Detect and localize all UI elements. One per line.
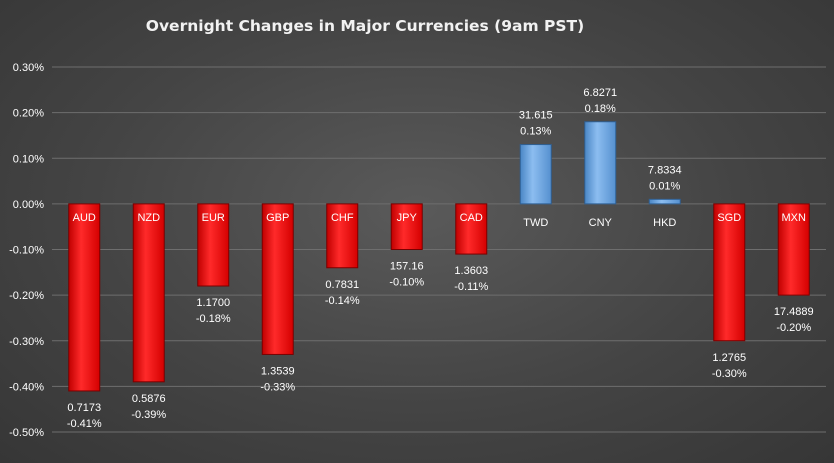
percent-label: -0.11% <box>454 281 488 293</box>
percent-label: -0.20% <box>776 322 811 334</box>
bar-aud <box>68 203 101 392</box>
percent-label: -0.41% <box>67 418 102 430</box>
y-tick-label: 0.00% <box>13 199 44 211</box>
bar-chf <box>326 203 359 269</box>
rate-label: 1.1700 <box>196 297 230 309</box>
y-tick-label: -0.40% <box>9 381 44 393</box>
percent-label: -0.30% <box>712 368 747 380</box>
rate-label: 6.8271 <box>583 87 617 99</box>
category-label: CNY <box>589 217 613 229</box>
bar-jpy <box>390 203 423 250</box>
bar-hkd <box>648 198 681 205</box>
rate-label: 0.5876 <box>132 393 166 405</box>
percent-label: -0.33% <box>260 381 295 393</box>
percent-label: -0.14% <box>325 295 360 307</box>
bar-mxn <box>777 203 810 296</box>
bar-gbp <box>261 203 294 355</box>
y-tick-label: -0.30% <box>9 336 44 348</box>
rate-label: 17.4889 <box>774 306 814 318</box>
y-tick-label: 0.30% <box>13 62 44 74</box>
bar-nzd <box>132 203 165 383</box>
rate-label: 7.8334 <box>648 164 682 176</box>
rate-label: 0.7173 <box>67 402 101 414</box>
category-label: AUD <box>73 212 96 224</box>
rate-label: 1.3539 <box>261 365 295 377</box>
chart-title: Overnight Changes in Major Currencies (9… <box>145 17 585 35</box>
y-tick-label: -0.20% <box>9 290 44 302</box>
y-tick-label: 0.10% <box>13 153 44 165</box>
y-tick-label: -0.10% <box>9 245 44 257</box>
category-label: CHF <box>331 212 354 224</box>
y-tick-label: 0.20% <box>13 108 44 120</box>
category-label: GBP <box>266 212 289 224</box>
category-label: HKD <box>653 217 676 229</box>
rate-label: 157.16 <box>390 261 424 273</box>
percent-label: -0.39% <box>131 409 166 421</box>
rate-label: 1.3603 <box>454 265 488 277</box>
bar-cad <box>455 203 488 255</box>
category-label: SGD <box>717 212 741 224</box>
percent-label: -0.10% <box>389 277 424 289</box>
rate-label: 1.2765 <box>712 352 746 364</box>
percent-label: 0.01% <box>649 180 680 192</box>
bar-twd <box>519 144 552 205</box>
rate-label: 0.7831 <box>325 279 359 291</box>
category-label: EUR <box>202 212 225 224</box>
percent-label: -0.18% <box>196 313 231 325</box>
percent-label: 0.18% <box>585 103 616 115</box>
bar-sgd <box>713 203 746 342</box>
category-label: MXN <box>782 212 807 224</box>
category-label: TWD <box>523 217 548 229</box>
bar-cny <box>584 121 617 205</box>
category-label: CAD <box>460 212 483 224</box>
bar-eur <box>197 203 230 287</box>
percent-label: 0.13% <box>520 126 551 138</box>
y-tick-label: -0.50% <box>9 427 44 439</box>
category-label: NZD <box>137 212 160 224</box>
category-label: JPY <box>397 212 418 224</box>
rate-label: 31.615 <box>519 110 553 122</box>
